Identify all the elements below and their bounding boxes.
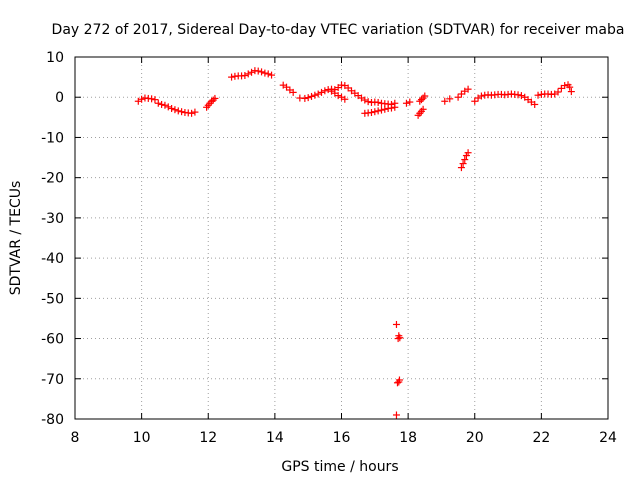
- data-point: [471, 97, 479, 105]
- y-tick-label: -70: [41, 372, 64, 388]
- data-point: [421, 92, 429, 100]
- data-point: [416, 97, 424, 105]
- y-tick-label: -10: [41, 130, 64, 146]
- data-point: [464, 85, 472, 93]
- data-point: [464, 149, 472, 157]
- data-point: [567, 88, 575, 96]
- data-point: [318, 88, 326, 96]
- data-point: [228, 73, 236, 81]
- data-point: [188, 109, 196, 117]
- data-points: [134, 67, 575, 419]
- data-point: [534, 91, 542, 99]
- y-tick-label: -30: [41, 211, 64, 227]
- data-point: [454, 93, 462, 101]
- x-tick-label: 18: [399, 430, 417, 446]
- data-point: [138, 95, 146, 103]
- data-point: [158, 100, 166, 108]
- data-point: [364, 98, 372, 106]
- chart-title: Day 272 of 2017, Sidereal Day-to-day VTE…: [52, 22, 625, 38]
- data-point: [174, 107, 182, 115]
- data-point: [361, 96, 369, 104]
- data-point: [244, 70, 252, 78]
- data-point: [314, 90, 322, 98]
- data-point: [148, 95, 156, 103]
- data-point: [566, 83, 574, 91]
- data-point: [209, 96, 217, 104]
- data-point: [264, 70, 272, 78]
- data-point: [171, 106, 179, 114]
- data-point: [258, 68, 266, 76]
- x-tick-label: 24: [599, 430, 617, 446]
- data-point: [211, 94, 219, 102]
- data-point: [321, 87, 329, 95]
- data-point: [459, 160, 467, 168]
- data-point: [517, 92, 525, 100]
- data-point: [561, 82, 569, 90]
- data-point: [392, 411, 400, 419]
- data-point: [374, 107, 382, 115]
- y-tick-label: 10: [46, 50, 64, 66]
- axis-ticks: 8 10 12 14 16 18 20 22 24 10 0 -10 -20 -30 -40 -50 -60 -7…: [41, 50, 617, 446]
- data-point: [381, 105, 389, 113]
- data-point: [178, 108, 186, 116]
- data-point: [301, 94, 309, 102]
- grid-lines: [75, 57, 608, 419]
- y-tick-label: -60: [41, 332, 64, 348]
- data-point: [457, 164, 465, 172]
- data-point: [554, 88, 562, 96]
- data-point: [168, 104, 176, 112]
- data-point: [151, 96, 159, 104]
- y-tick-label: 0: [55, 90, 64, 106]
- data-point: [161, 101, 169, 109]
- y-tick-label: -80: [41, 412, 64, 428]
- data-point: [154, 99, 162, 107]
- data-point: [387, 104, 395, 112]
- x-axis-label: GPS time / hours: [281, 459, 398, 475]
- y-axis-label: SDTVAR / TECUs: [8, 181, 24, 296]
- data-point: [191, 108, 199, 116]
- data-point: [477, 92, 485, 100]
- data-point: [461, 156, 469, 164]
- data-point: [392, 320, 400, 328]
- x-tick-label: 22: [532, 430, 550, 446]
- y-tick-label: -20: [41, 171, 64, 187]
- data-point: [304, 94, 312, 102]
- y-tick-label: -40: [41, 251, 64, 267]
- x-tick-label: 8: [71, 430, 80, 446]
- data-point: [367, 109, 375, 117]
- data-point: [371, 108, 379, 116]
- data-point: [514, 91, 522, 99]
- data-point: [441, 97, 449, 105]
- y-tick-label: -50: [41, 291, 64, 307]
- x-tick-label: 14: [266, 430, 284, 446]
- data-point: [395, 376, 403, 384]
- data-point: [254, 67, 262, 75]
- data-point: [341, 95, 349, 103]
- data-point: [311, 91, 319, 99]
- data-point: [446, 95, 454, 103]
- data-point: [402, 99, 410, 107]
- data-point: [391, 103, 399, 111]
- data-point: [248, 68, 256, 76]
- data-point: [164, 103, 172, 111]
- x-tick-label: 20: [466, 430, 484, 446]
- data-point: [419, 105, 427, 113]
- data-point: [374, 98, 382, 106]
- data-point: [531, 100, 539, 108]
- data-point: [334, 92, 342, 100]
- data-point: [289, 88, 297, 96]
- x-tick-label: 16: [333, 430, 351, 446]
- data-point: [377, 106, 385, 114]
- data-point: [406, 98, 414, 106]
- data-point: [396, 334, 404, 342]
- data-point: [241, 72, 249, 80]
- data-point: [261, 69, 269, 77]
- data-point: [268, 71, 276, 79]
- data-point: [417, 96, 425, 104]
- x-tick-label: 12: [199, 430, 217, 446]
- x-tick-label: 10: [133, 430, 151, 446]
- data-point: [308, 92, 316, 100]
